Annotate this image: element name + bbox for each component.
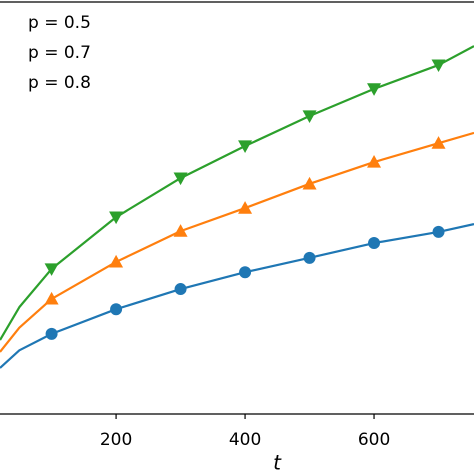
marker bbox=[45, 327, 58, 340]
marker bbox=[367, 83, 382, 96]
x-tick-label: 400 bbox=[229, 430, 261, 450]
marker bbox=[302, 110, 317, 124]
x-tick-label: 200 bbox=[100, 430, 132, 450]
marker bbox=[110, 303, 123, 316]
marker bbox=[432, 225, 445, 238]
marker bbox=[368, 237, 381, 250]
legend-label: p = 0.7 bbox=[28, 43, 91, 63]
marker bbox=[238, 201, 253, 214]
marker bbox=[238, 140, 253, 154]
marker bbox=[173, 224, 188, 237]
marker bbox=[367, 155, 382, 168]
series-line bbox=[0, 45, 474, 341]
marker bbox=[44, 291, 59, 305]
marker bbox=[44, 263, 59, 276]
series-line bbox=[0, 223, 474, 369]
marker bbox=[302, 176, 317, 190]
marker bbox=[173, 172, 188, 186]
x-axis-label: t bbox=[273, 451, 282, 474]
legend-label: p = 0.8 bbox=[28, 73, 91, 93]
marker bbox=[303, 251, 316, 264]
marker bbox=[239, 266, 252, 279]
x-tick-label: 600 bbox=[358, 430, 390, 450]
marker bbox=[431, 59, 446, 73]
marker bbox=[431, 136, 446, 149]
legend-label: p = 0.5 bbox=[28, 13, 91, 33]
marker bbox=[174, 283, 187, 296]
marker bbox=[109, 254, 124, 268]
series-line bbox=[0, 131, 474, 353]
marker bbox=[109, 211, 124, 225]
